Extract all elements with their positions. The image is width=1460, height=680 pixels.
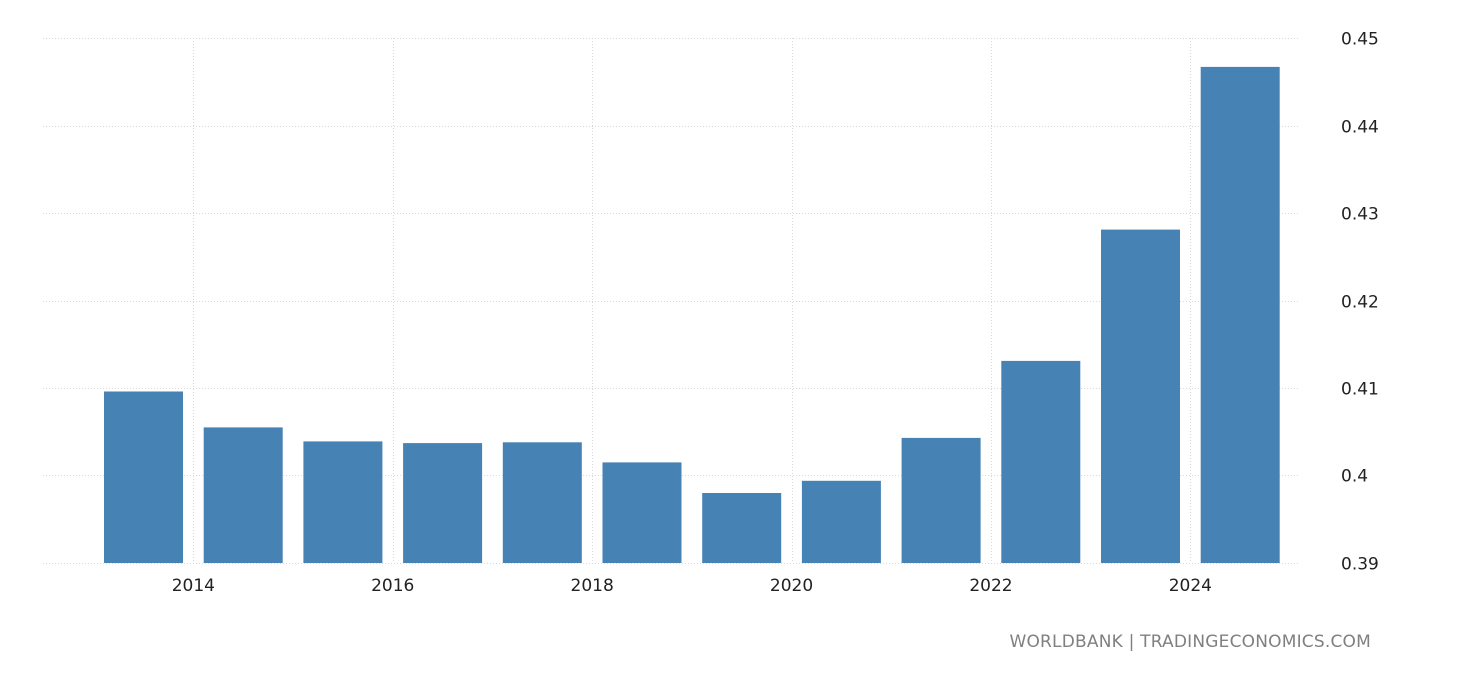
bar-2024 (1200, 66, 1280, 564)
bar-2018 (602, 462, 682, 563)
bar-2023 (1101, 229, 1180, 563)
source-label: WORLDBANK | TRADINGECONOMICS.COM (1009, 632, 1371, 652)
bar-2015 (303, 441, 383, 563)
bar-2019 (702, 493, 782, 563)
x-tick-label: 2014 (172, 576, 215, 596)
y-tick-label: 0.45 (1341, 30, 1379, 50)
bar-2022 (1001, 360, 1081, 563)
bar-2021 (901, 437, 981, 563)
bar-2013 (104, 391, 183, 563)
x-tick-label: 2018 (571, 576, 614, 596)
x-tick-label: 2024 (1169, 576, 1212, 596)
y-axis-ticks: 0.39 0.4 0.41 0.42 0.43 0.44 0.45 (1341, 30, 1379, 575)
x-tick-label: 2016 (371, 576, 414, 596)
bar-2016 (403, 443, 483, 563)
x-tick-label: 2020 (770, 576, 813, 596)
bar-2020 (801, 480, 881, 563)
y-tick-label: 0.41 (1341, 380, 1379, 400)
bar-2017 (502, 442, 582, 563)
y-tick-label: 0.4 (1341, 467, 1368, 487)
bar-2014 (203, 427, 283, 563)
y-tick-label: 0.44 (1341, 118, 1379, 138)
y-tick-label: 0.43 (1341, 205, 1379, 225)
y-tick-label: 0.42 (1341, 293, 1379, 313)
x-tick-label: 2022 (969, 576, 1012, 596)
y-tick-label: 0.39 (1341, 555, 1379, 575)
bars (104, 66, 1280, 564)
x-axis-ticks: 2014 2016 2018 2020 2022 2024 (172, 576, 1212, 596)
